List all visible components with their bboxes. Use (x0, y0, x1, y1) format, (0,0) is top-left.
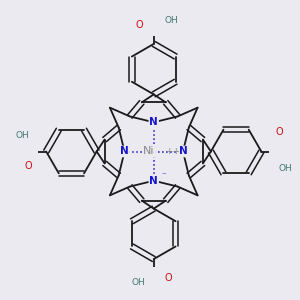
Text: N: N (149, 176, 158, 186)
Text: O: O (24, 161, 32, 171)
Text: OH: OH (165, 16, 178, 25)
Text: N: N (120, 146, 129, 157)
Text: OH: OH (131, 278, 145, 287)
Text: O: O (135, 20, 143, 31)
Text: N: N (178, 146, 187, 157)
Text: Ni: Ni (143, 146, 155, 157)
Text: ⁻: ⁻ (161, 171, 166, 180)
Text: O: O (165, 272, 172, 283)
Text: N: N (149, 117, 158, 127)
Text: O: O (275, 128, 283, 137)
Text: ++: ++ (165, 147, 180, 156)
Text: OH: OH (15, 131, 29, 140)
Text: OH: OH (278, 164, 292, 173)
